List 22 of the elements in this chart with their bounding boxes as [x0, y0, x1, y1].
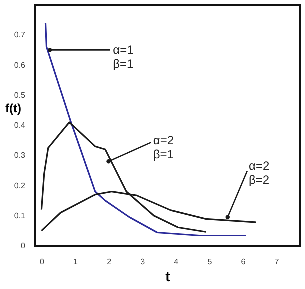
y-tick-label: 0.6: [14, 60, 26, 70]
y-tick-label: 0.4: [14, 121, 26, 130]
x-tick-label: 2: [107, 258, 112, 266]
y-tick-label: 0.3: [14, 151, 26, 160]
annotation: α=1 β=1: [113, 43, 134, 72]
x-tick-label: 1: [74, 258, 79, 266]
y-tick-label: 0.1: [14, 211, 26, 220]
x-tick-label: 6: [241, 258, 246, 266]
y-tick-label: 0.5: [14, 90, 26, 100]
x-tick-label: 5: [208, 258, 213, 266]
x-axis-title: t: [166, 268, 171, 284]
x-tick-label: 3: [140, 258, 146, 266]
x-tick-label: 4: [174, 258, 180, 266]
x-tick-label: 7: [274, 258, 280, 266]
y-tick-label: 0.2: [14, 181, 26, 190]
annotation: α=2 β=2: [249, 159, 270, 188]
line-series: [44, 22, 248, 237]
y-axis-title: f(t): [6, 102, 22, 116]
y-tick-label: 0.7: [14, 30, 26, 40]
y-tick-label: 0: [21, 242, 26, 250]
x-tick-label: 0: [40, 258, 45, 266]
annotation: α=2 β=1: [153, 134, 174, 162]
